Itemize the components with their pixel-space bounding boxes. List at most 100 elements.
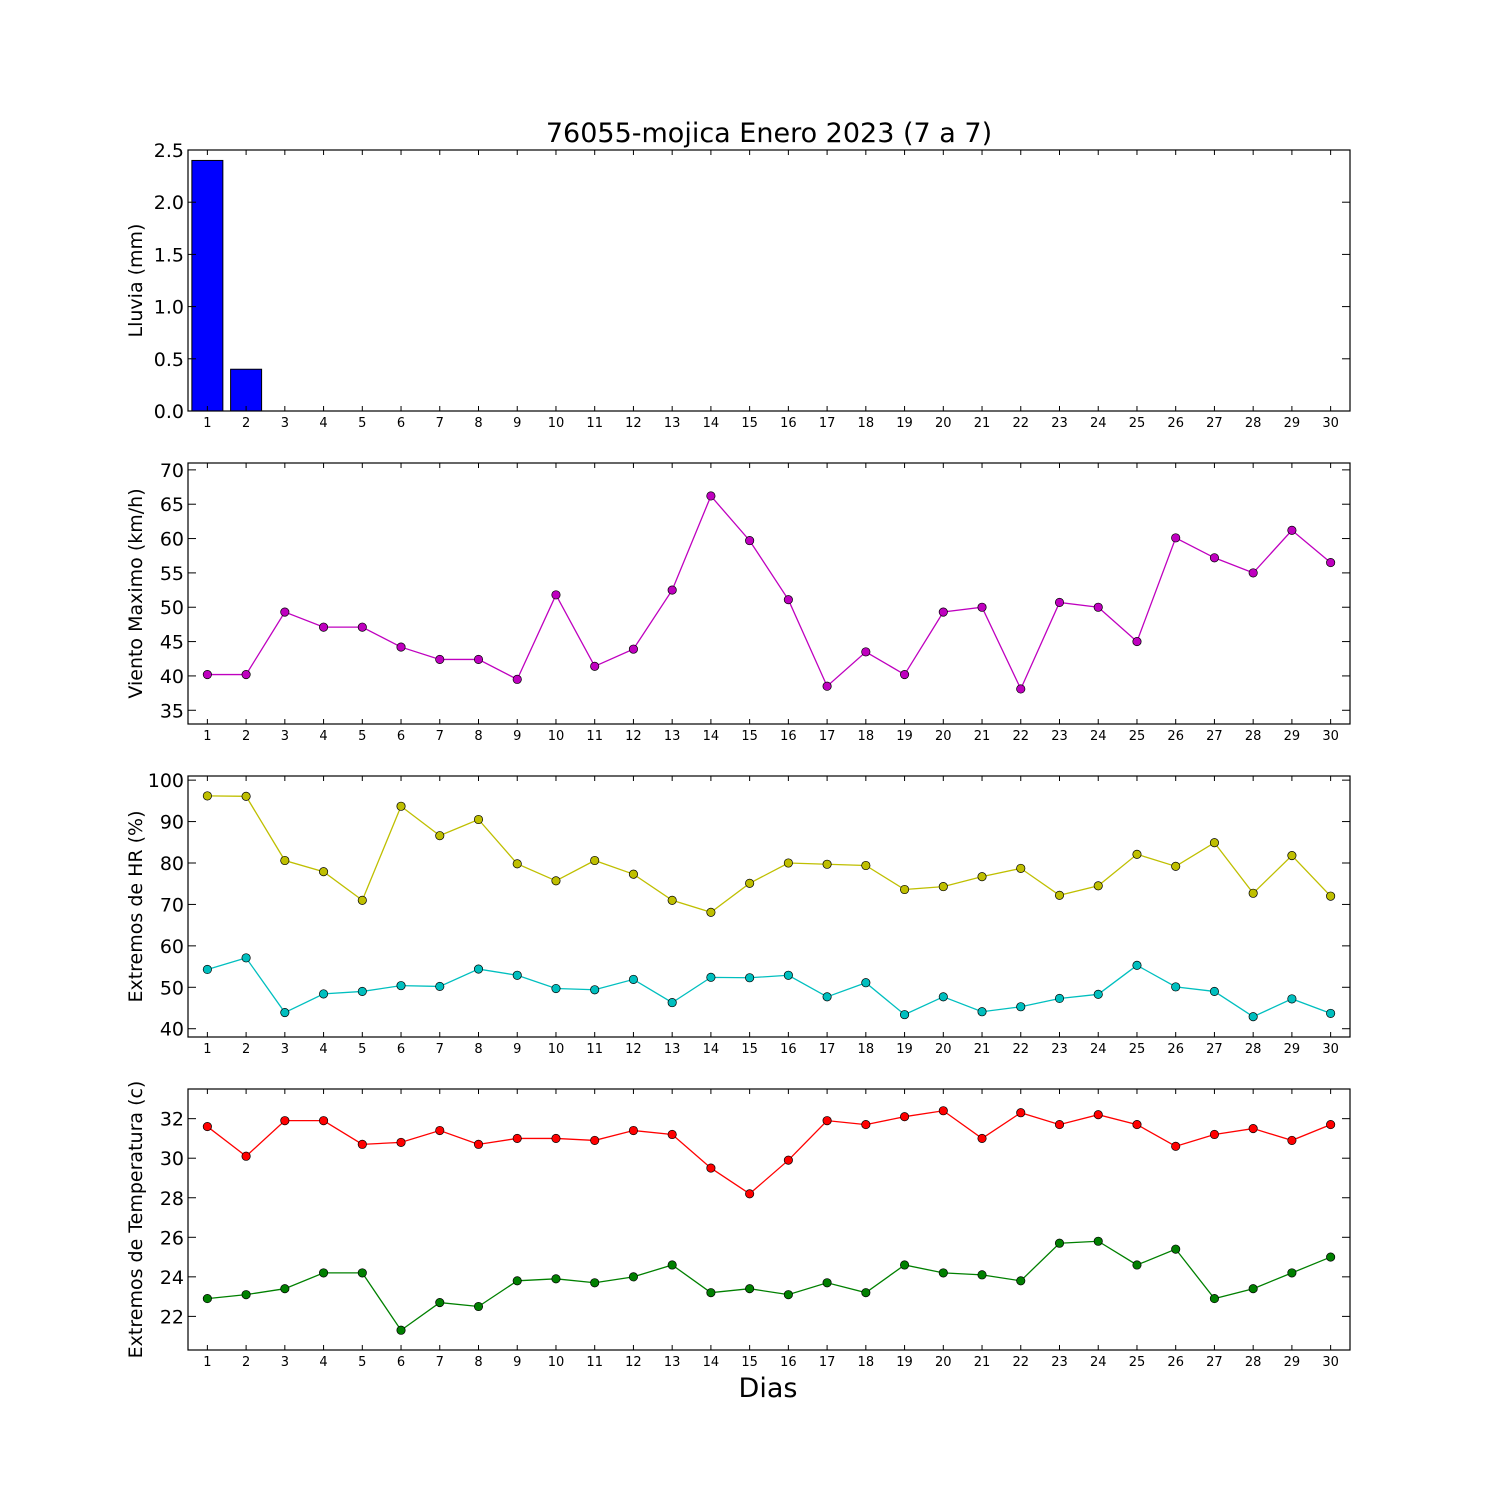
x-tick-label: 8: [474, 1042, 482, 1057]
x-tick-label: 1: [203, 1042, 211, 1057]
x-tick-label: 10: [548, 416, 565, 431]
point-s1-day-2: [241, 669, 251, 680]
point-s2-day-13: [667, 1260, 677, 1270]
point-s1-day-16: [783, 1155, 793, 1165]
y-tick-label: 24: [160, 1267, 184, 1289]
point-s2-day-8: [473, 1301, 484, 1312]
x-tick-label: 5: [358, 1355, 366, 1370]
chart-title: 76055-mojica Enero 2023 (7 a 7): [546, 118, 992, 149]
x-tick-label: 14: [703, 416, 720, 431]
series-line-2: [207, 1240, 1331, 1332]
x-tick-label: 9: [513, 1355, 521, 1370]
point-s1-day-26: [1171, 1141, 1181, 1151]
y-tick-label: 26: [160, 1227, 184, 1249]
point-s1-day-12: [628, 644, 638, 654]
x-tick-label: 12: [625, 1355, 642, 1370]
x-tick-label: 17: [819, 416, 836, 431]
point-s2-day-9: [512, 1276, 522, 1286]
point-s1-day-2: [241, 1151, 251, 1161]
x-tick-label: 27: [1206, 416, 1223, 431]
point-s1-day-13: [667, 895, 677, 905]
point-s1-day-11: [590, 661, 600, 671]
point-s2-day-18: [861, 978, 871, 988]
x-tick-label: 10: [548, 1042, 565, 1057]
point-s1-day-4: [319, 867, 329, 877]
point-s2-day-4: [319, 1268, 329, 1278]
point-s2-day-8: [473, 964, 484, 974]
point-s2-day-3: [280, 1284, 290, 1294]
point-s2-day-19: [900, 1010, 910, 1020]
point-s2-day-28: [1248, 1284, 1258, 1294]
x-tick-label: 19: [896, 1355, 913, 1370]
y-tick-label: 22: [160, 1306, 184, 1328]
point-s2-day-14: [706, 1288, 716, 1298]
point-s1-day-14: [706, 491, 716, 501]
point-s1-day-30: [1326, 891, 1336, 901]
point-s1-day-29: [1287, 525, 1297, 535]
x-tick-label: 3: [281, 416, 289, 431]
point-s1-day-24: [1093, 881, 1103, 891]
point-s1-day-16: [783, 595, 793, 605]
point-s2-day-11: [590, 1278, 600, 1288]
y-axis-label: Extremos de Temperatura (c): [125, 1081, 147, 1359]
y-tick-label: 50: [160, 977, 184, 999]
point-s2-day-21: [977, 1270, 987, 1280]
y-tick-label: 60: [160, 529, 184, 551]
point-s2-day-24: [1093, 1236, 1103, 1246]
y-axis-label: Lluvia (mm): [125, 224, 147, 338]
point-s2-day-29: [1287, 1268, 1297, 1278]
point-s1-day-17: [822, 1116, 832, 1126]
point-s1-day-23: [1054, 890, 1065, 900]
x-tick-label: 14: [703, 1355, 720, 1370]
panel-1: 1 2 3 4 5 6 7 8 9 10 11 12 13 14 15 16 17 18 19 20 21 22 23 24 2…: [125, 140, 1351, 431]
x-tick-label: 30: [1322, 1355, 1339, 1370]
point-s1-day-28: [1248, 888, 1258, 898]
point-s1-day-18: [861, 1120, 871, 1130]
x-tick-label: 1: [203, 729, 211, 744]
point-s2-day-2: [241, 1290, 251, 1300]
point-s2-day-23: [1054, 1238, 1065, 1248]
panel-2: 1 2 3 4 5 6 7 8 9 10 11 12 13 14 15 16 17 18 19 20 21 22 23 24 2…: [125, 460, 1351, 744]
point-s2-day-5: [357, 1268, 367, 1278]
x-tick-label: 25: [1129, 416, 1146, 431]
x-tick-label: 25: [1129, 1042, 1146, 1057]
x-tick-label: 26: [1167, 1355, 1184, 1370]
x-tick-label: 9: [513, 729, 521, 744]
y-tick-label: 70: [160, 460, 184, 482]
bar-day-1: [191, 159, 224, 412]
y-tick-label: 55: [160, 563, 184, 585]
point-s2-day-14: [706, 972, 716, 982]
point-s2-day-4: [319, 989, 329, 999]
point-s1-day-5: [357, 622, 367, 632]
x-tick-label: 17: [819, 1355, 836, 1370]
x-tick-label: 30: [1322, 1042, 1339, 1057]
x-tick-label: 15: [741, 1355, 758, 1370]
point-s1-day-6: [396, 1137, 406, 1147]
x-tick-label: 10: [548, 729, 565, 744]
point-s2-day-27: [1209, 986, 1219, 996]
x-tick-label: 2: [242, 729, 250, 744]
x-tick-label: 22: [1012, 1042, 1029, 1057]
x-tick-label: 27: [1206, 1355, 1223, 1370]
point-s2-day-5: [357, 986, 367, 996]
x-tick-label: 16: [780, 1355, 797, 1370]
point-s1-day-7: [435, 1125, 445, 1136]
panel-4: 1 2 3 4 5 6 7 8 9 10 11 12 13 14 15 16 17 18 19 20 21 22 23 24 2…: [125, 1081, 1351, 1370]
x-tick-label: 22: [1012, 416, 1029, 431]
point-s1-day-22: [1016, 863, 1026, 873]
point-s1-day-20: [938, 607, 948, 617]
point-s2-day-7: [435, 981, 445, 992]
x-tick-label: 25: [1129, 729, 1146, 744]
point-s1-day-28: [1248, 1124, 1258, 1134]
x-tick-label: 28: [1245, 1355, 1262, 1370]
point-s1-day-1: [202, 669, 212, 680]
point-s1-day-8: [473, 814, 484, 825]
x-tick-label: 4: [319, 1355, 327, 1370]
x-tick-label: 26: [1167, 416, 1184, 431]
series-line-2: [207, 957, 1331, 1018]
point-s1-day-25: [1132, 849, 1142, 859]
y-tick-label: 0.5: [154, 349, 184, 371]
x-tick-label: 20: [935, 729, 952, 744]
point-s2-day-30: [1326, 1008, 1336, 1018]
x-tick-label: 26: [1167, 729, 1184, 744]
